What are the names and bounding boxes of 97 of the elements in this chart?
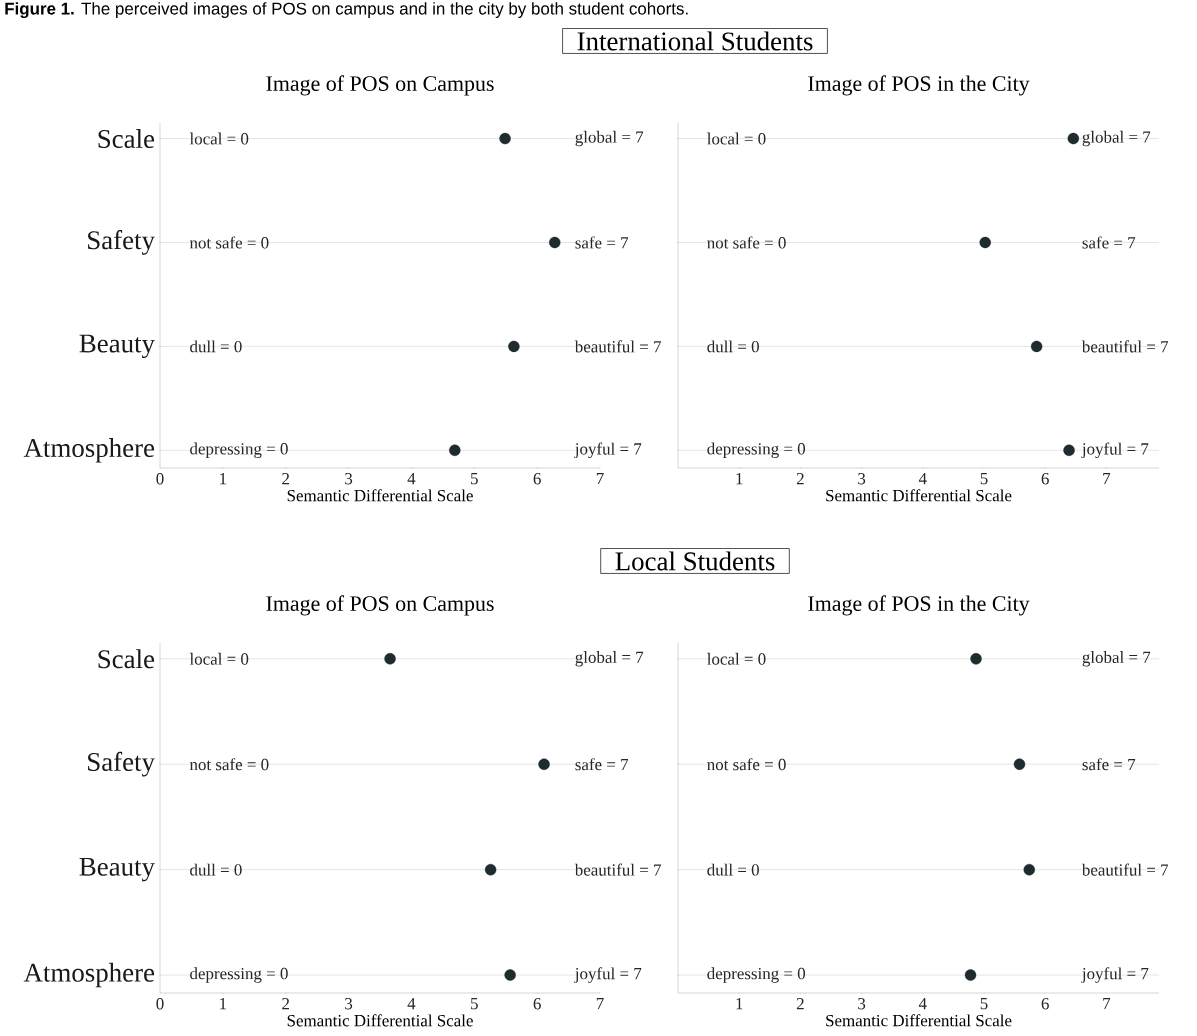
y-tick-label: Beauty — [79, 334, 155, 359]
annotation: global = 7 — [575, 651, 644, 667]
annotation: dull = 0 — [707, 340, 759, 353]
chart-title: Image of POS on Campus — [266, 75, 494, 96]
x-tick-label: 7 — [1103, 998, 1111, 1010]
annotation: local = 0 — [707, 652, 766, 665]
x-tick-label: 0 — [156, 473, 164, 485]
annotation: global = 7 — [575, 130, 644, 147]
point — [1067, 132, 1080, 145]
annotation: dull = 0 — [707, 863, 759, 876]
x-tick-label: 4 — [918, 473, 927, 485]
chart-title: Image of POS in the City — [808, 595, 1030, 616]
annotation: global = 7 — [1082, 651, 1151, 667]
annotation: depressing = 0 — [190, 442, 288, 459]
x-tick-label: 1 — [736, 473, 743, 485]
point — [449, 444, 461, 457]
annotation: beautiful = 7 — [1081, 340, 1169, 353]
x-tick-label: 6 — [1041, 473, 1049, 485]
x-tick-label: 4 — [407, 473, 416, 485]
y-tick-label: Safety — [88, 230, 155, 255]
annotation: depressing = 0 — [707, 967, 806, 983]
annotation: safe = 7 — [1082, 758, 1136, 771]
point — [384, 653, 396, 665]
x-tick-label: 2 — [796, 998, 804, 1010]
x-tick-label: 3 — [345, 998, 353, 1010]
annotation: global = 7 — [1082, 130, 1151, 147]
y-tick-label: Scale — [98, 129, 155, 149]
x-tick-label: 2 — [282, 998, 290, 1010]
x-axis-title: Semantic Differential Scale — [826, 489, 1012, 502]
annotation: not safe = 0 — [189, 758, 269, 771]
x-tick-label: 1 — [736, 998, 743, 1010]
annotation: not safe = 0 — [707, 758, 786, 771]
x-tick-label: 7 — [596, 473, 604, 485]
x-tick-label: 7 — [1103, 473, 1111, 485]
x-tick-label: 3 — [858, 998, 866, 1010]
point — [964, 969, 977, 981]
annotation: beautiful = 7 — [1081, 863, 1169, 876]
x-tick-label: 4 — [918, 998, 927, 1010]
annotation: depressing = 0 — [707, 442, 806, 459]
point — [1023, 863, 1035, 876]
x-tick-label: 2 — [796, 473, 804, 485]
y-tick-label: Atmosphere — [23, 962, 155, 988]
annotation: joyful = 7 — [574, 442, 642, 459]
point — [1063, 444, 1075, 457]
x-tick-label: 5 — [980, 998, 988, 1010]
x-tick-label: 5 — [471, 473, 478, 485]
y-tick-label: Beauty — [79, 857, 155, 882]
y-tick-label: Atmosphere — [23, 438, 155, 463]
annotation: local = 0 — [189, 132, 249, 145]
chart-title: Image of POS in the City — [808, 75, 1030, 96]
chart-subtitle: International Students — [577, 31, 813, 51]
point — [1030, 340, 1043, 353]
point — [1013, 758, 1026, 770]
annotation: not safe = 0 — [707, 236, 786, 249]
point — [504, 969, 516, 981]
x-tick-label: 3 — [858, 473, 866, 485]
x-axis-title: Semantic Differential Scale — [287, 1014, 473, 1027]
point — [484, 863, 497, 876]
x-tick-label: 2 — [282, 473, 290, 485]
x-tick-label: 6 — [533, 998, 541, 1010]
x-tick-label: 4 — [407, 998, 416, 1010]
annotation: joyful = 7 — [1081, 967, 1149, 983]
x-tick-label: 0 — [156, 998, 164, 1010]
point — [499, 132, 511, 145]
x-tick-label: 1 — [220, 473, 227, 485]
x-tick-label: 5 — [471, 998, 478, 1010]
annotation: local = 0 — [707, 132, 766, 145]
chart-title: Image of POS on Campus — [266, 595, 494, 616]
x-tick-label: 6 — [1041, 998, 1049, 1010]
point — [979, 236, 991, 249]
annotation: beautiful = 7 — [574, 340, 662, 353]
x-tick-label: 7 — [596, 998, 604, 1010]
y-tick-label: Scale — [98, 649, 155, 669]
annotation: safe = 7 — [575, 236, 629, 249]
annotation: safe = 7 — [575, 758, 629, 771]
annotation: dull = 0 — [190, 340, 242, 353]
point — [970, 653, 982, 665]
x-tick-label: 5 — [980, 473, 988, 485]
x-tick-label: 1 — [220, 998, 227, 1010]
chart-subtitle: Local Students — [615, 551, 775, 571]
annotation: depressing = 0 — [190, 967, 288, 983]
annotation: joyful = 7 — [1081, 442, 1149, 459]
point — [508, 340, 520, 353]
annotation: not safe = 0 — [189, 236, 269, 249]
x-tick-label: 6 — [533, 473, 541, 485]
x-axis-title: Semantic Differential Scale — [287, 489, 473, 502]
annotation: local = 0 — [189, 652, 249, 665]
x-tick-label: 3 — [345, 473, 353, 485]
point — [549, 236, 561, 249]
annotation: beautiful = 7 — [574, 863, 662, 876]
text: Figure 1. The perceived images of POS on campus and in the city by both student cohorts. — [5, 2, 688, 19]
annotation: joyful = 7 — [574, 967, 642, 983]
x-axis-title: Semantic Differential Scale — [826, 1014, 1012, 1027]
point — [538, 758, 550, 770]
y-tick-label: Safety — [88, 751, 155, 777]
annotation: dull = 0 — [190, 863, 242, 876]
annotation: safe = 7 — [1082, 236, 1136, 249]
